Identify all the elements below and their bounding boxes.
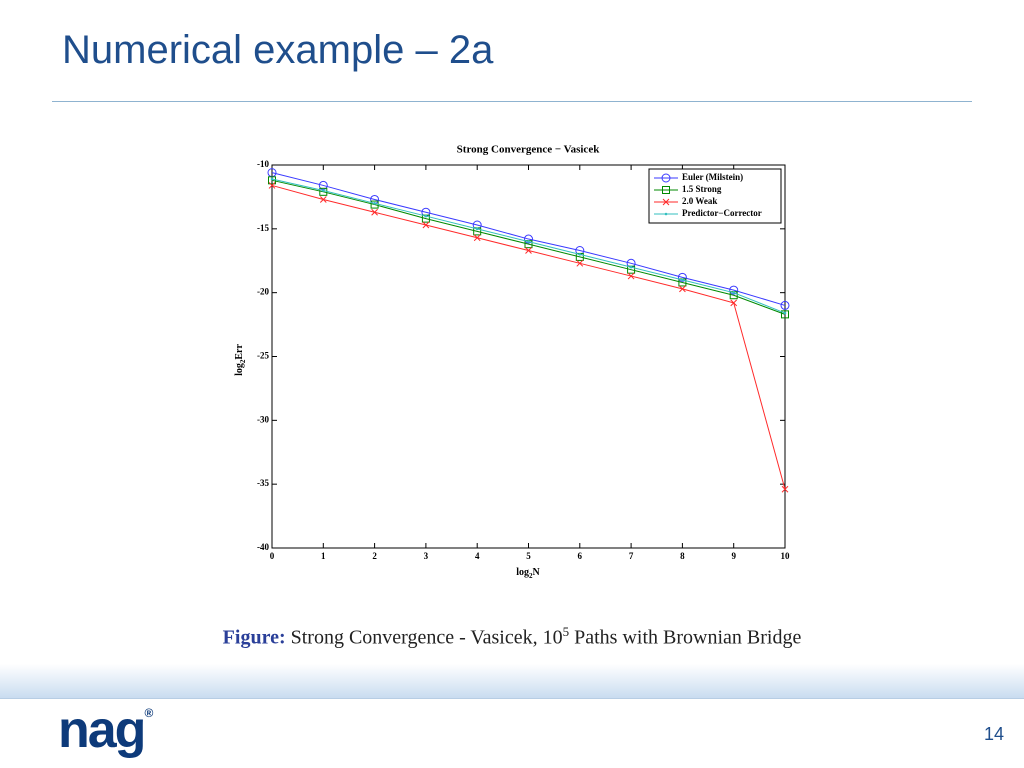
marker: [781, 485, 789, 493]
marker: [679, 285, 686, 293]
y-tick-label: -20: [257, 287, 269, 297]
logo: nag®: [58, 700, 153, 760]
legend: Euler (Milstein) 1.5 Strong 2.0 Weak Predic…: [648, 168, 782, 224]
footer-band: [0, 664, 1024, 699]
marker: [422, 221, 430, 229]
y-label-sub: 2: [239, 359, 247, 363]
x-tick-label: 9: [731, 551, 736, 561]
y-label-base: log: [234, 363, 245, 376]
x-tick-label: 7: [629, 551, 634, 561]
marker: [732, 291, 735, 294]
x-tick-label: 3: [424, 551, 429, 561]
legend-label: Euler (Milstein): [682, 172, 743, 182]
logo-mark: ®: [144, 706, 154, 720]
y-tick-label: -15: [257, 223, 269, 233]
logo-text: nag: [58, 701, 146, 759]
caption-rest: Paths with Brownian Bridge: [569, 626, 802, 649]
x-tick-label: 8: [680, 551, 685, 561]
y-tick-label: -40: [257, 542, 269, 552]
y-tick-label: -30: [257, 414, 269, 424]
marker: [371, 208, 378, 216]
marker: [527, 240, 530, 243]
marker: [473, 234, 481, 242]
x-label-rest: N: [533, 567, 541, 578]
page-number: 14: [984, 724, 1005, 744]
caption-sup: 5: [562, 624, 570, 639]
series-line: [271, 172, 786, 306]
y-tick-label: -10: [257, 159, 269, 169]
slide-title: Numerical example – 2a: [62, 28, 494, 72]
marker: [319, 196, 327, 203]
x-tick-label: 4: [475, 551, 480, 561]
y-axis-label: log2Err: [234, 344, 246, 376]
marker: [729, 285, 739, 295]
y-label-rest: Err: [234, 344, 245, 360]
x-tick-label: 2: [372, 551, 377, 561]
x-tick-label: 5: [526, 551, 531, 561]
x-label-sub: 2: [529, 572, 533, 580]
chart: Strong Convergence − Vasicek log2N log2E…: [234, 144, 791, 580]
x-axis-label: log2N: [516, 567, 540, 579]
marker: [780, 300, 790, 310]
x-tick-label: 1: [321, 551, 326, 561]
marker: [681, 278, 684, 282]
marker: [662, 186, 670, 194]
marker: [268, 182, 276, 189]
marker: [424, 214, 428, 218]
marker: [524, 234, 533, 244]
marker: [627, 272, 635, 280]
y-tick-label: -25: [257, 351, 269, 361]
legend-label: 1.5 Strong: [682, 184, 722, 194]
marker: [783, 311, 787, 315]
marker: [677, 272, 687, 282]
marker: [730, 299, 738, 307]
marker: [661, 173, 671, 183]
y-tick-label: -35: [257, 478, 269, 488]
marker: [664, 212, 668, 216]
chart-title: Strong Convergence − Vasicek: [457, 144, 601, 156]
figure-caption: Figure: Strong Convergence - Vasicek, 10…: [0, 624, 1024, 650]
legend-label: 2.0 Weak: [682, 196, 717, 206]
marker: [322, 189, 325, 192]
plot-area: [271, 164, 786, 549]
marker: [475, 227, 479, 231]
series-line: [271, 179, 786, 315]
title-rule: [52, 101, 972, 102]
marker: [578, 253, 582, 256]
marker: [781, 310, 789, 319]
marker: [576, 259, 584, 267]
marker: [662, 198, 670, 206]
marker: [525, 247, 532, 254]
marker: [270, 177, 274, 181]
legend-label: Predictor−Corrector: [682, 208, 762, 218]
marker: [629, 265, 633, 269]
caption-label: Figure:: [222, 626, 286, 649]
caption-text: Strong Convergence - Vasicek, 10: [290, 626, 563, 649]
x-label-base: log: [516, 567, 529, 578]
x-tick-label: 10: [781, 551, 791, 561]
x-tick-label: 6: [578, 551, 583, 561]
marker: [373, 202, 376, 205]
x-tick-label: 0: [270, 551, 275, 561]
